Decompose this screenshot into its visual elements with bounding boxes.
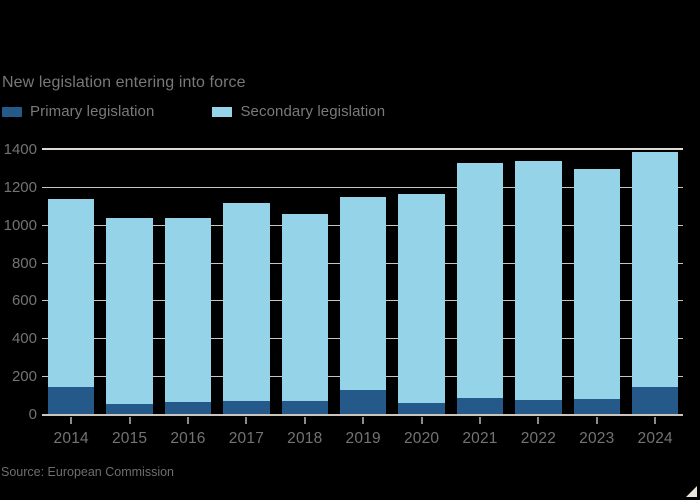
x-axis-label-2021: 2021 bbox=[462, 430, 498, 447]
x-axis-label-2016: 2016 bbox=[170, 430, 206, 447]
bar-secondary-2016 bbox=[164, 218, 212, 402]
x-axis-tick-2024 bbox=[654, 417, 657, 424]
resize-corner-icon bbox=[686, 486, 697, 497]
bar-primary-2018 bbox=[281, 400, 328, 415]
bar-secondary-2017 bbox=[223, 203, 270, 401]
bar-secondary-2021 bbox=[456, 163, 504, 398]
gridline-1400 bbox=[42, 148, 683, 150]
bar-primary-2015 bbox=[106, 403, 153, 415]
x-axis-label-2024: 2024 bbox=[637, 430, 673, 447]
legend-label-primary: Primary legislation bbox=[30, 103, 155, 120]
bar-primary-2022 bbox=[515, 399, 562, 415]
legend-label-secondary: Secondary legislation bbox=[240, 103, 386, 120]
legend-item-secondary: Secondary legislation bbox=[212, 103, 385, 120]
bar-secondary-2018 bbox=[281, 214, 328, 401]
chart-legend: Primary legislation Secondary legislatio… bbox=[2, 103, 385, 120]
x-axis-label-2017: 2017 bbox=[228, 430, 265, 447]
x-axis-label-2018: 2018 bbox=[287, 430, 323, 447]
bar-primary-2024 bbox=[632, 386, 679, 415]
chart-subtitle: New legislation entering into force bbox=[2, 74, 246, 91]
x-axis-tick-2020 bbox=[420, 417, 423, 424]
x-axis-line bbox=[42, 414, 683, 416]
bar-primary-2016 bbox=[164, 401, 212, 415]
x-axis-tick-2022 bbox=[537, 417, 540, 424]
bar-primary-2023 bbox=[573, 398, 620, 415]
x-axis-tick-2015 bbox=[128, 417, 131, 424]
x-axis-tick-2021 bbox=[479, 417, 481, 424]
bar-primary-2020 bbox=[398, 402, 445, 415]
gridline-1200 bbox=[42, 186, 683, 188]
bar-secondary-2019 bbox=[340, 197, 387, 391]
bar-primary-2021 bbox=[456, 397, 504, 415]
bar-secondary-2022 bbox=[515, 161, 562, 400]
source-note: Source: European Commission bbox=[1, 465, 174, 479]
y-axis-label-1000: 1000 bbox=[3, 216, 37, 234]
x-axis-tick-2014 bbox=[70, 417, 73, 424]
y-axis-label-1200: 1200 bbox=[3, 178, 37, 196]
legend-item-primary: Primary legislation bbox=[2, 103, 154, 120]
bar-secondary-2024 bbox=[632, 151, 679, 387]
y-axis-label-200: 200 bbox=[11, 368, 37, 386]
legend-swatch-secondary bbox=[212, 106, 233, 117]
x-axis-tick-2016 bbox=[187, 417, 189, 424]
x-axis-label-2023: 2023 bbox=[579, 430, 615, 447]
y-axis-label-600: 600 bbox=[11, 292, 37, 310]
y-axis-label-400: 400 bbox=[11, 330, 37, 348]
bar-secondary-2020 bbox=[398, 193, 445, 403]
bar-primary-2019 bbox=[340, 390, 387, 415]
x-axis-label-2015: 2015 bbox=[111, 430, 148, 447]
y-axis-label-0: 0 bbox=[28, 406, 37, 423]
y-axis-label-1400: 1400 bbox=[3, 141, 37, 158]
x-axis-tick-2017 bbox=[245, 417, 248, 424]
bar-secondary-2014 bbox=[48, 199, 95, 387]
bar-secondary-2015 bbox=[106, 218, 153, 404]
x-axis-label-2014: 2014 bbox=[53, 430, 89, 447]
x-axis-label-2022: 2022 bbox=[520, 430, 557, 447]
bar-primary-2017 bbox=[223, 400, 270, 415]
x-axis-label-2019: 2019 bbox=[345, 430, 381, 447]
x-axis-label-2020: 2020 bbox=[403, 430, 440, 447]
y-axis-label-800: 800 bbox=[11, 254, 37, 272]
x-axis-tick-2018 bbox=[303, 417, 306, 424]
bar-secondary-2023 bbox=[573, 168, 620, 399]
legend-swatch-primary bbox=[2, 106, 22, 117]
x-axis-tick-2023 bbox=[595, 417, 598, 424]
x-axis-tick-2019 bbox=[362, 417, 365, 424]
bar-primary-2014 bbox=[48, 386, 95, 415]
